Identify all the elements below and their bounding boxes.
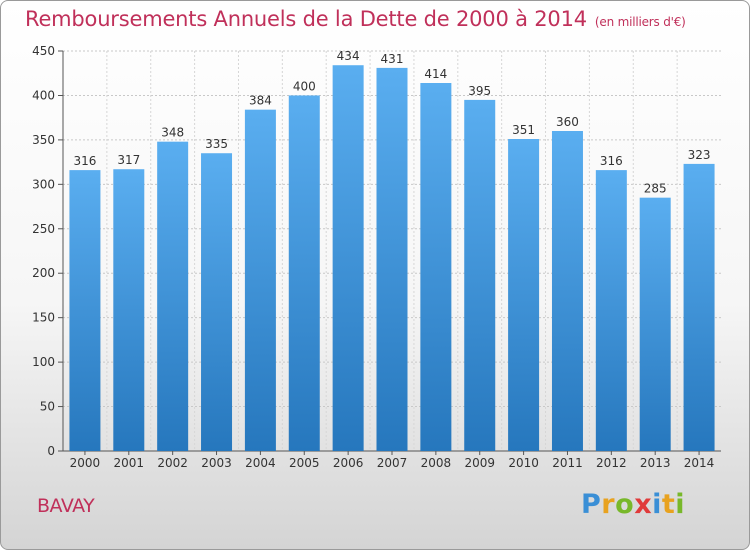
- bar: [157, 141, 189, 451]
- x-tick-label: 2013: [640, 456, 671, 470]
- x-tick-label: 2008: [421, 456, 452, 470]
- x-tick-label: 2002: [157, 456, 188, 470]
- y-tick-label: 450: [32, 44, 55, 58]
- data-label: 384: [249, 94, 272, 108]
- bar: [113, 169, 145, 451]
- x-tick-labels: 2000 2001 2002 2003 2004 2005 2006 2007 2008 2009…: [70, 456, 715, 470]
- x-tick-label: 2004: [245, 456, 276, 470]
- bar: [595, 170, 627, 451]
- y-tick-label: 100: [32, 355, 55, 369]
- y-tick-label: 150: [32, 311, 55, 325]
- data-label: 335: [205, 137, 228, 151]
- x-tick-label: 2011: [552, 456, 583, 470]
- bar: [551, 131, 583, 451]
- data-label: 395: [468, 84, 491, 98]
- data-label: 434: [337, 49, 360, 63]
- y-tick-label: 200: [32, 266, 55, 280]
- data-label: 323: [688, 148, 711, 162]
- x-tick-label: 2012: [596, 456, 627, 470]
- bar: [420, 83, 452, 451]
- data-label: 316: [73, 154, 96, 168]
- x-tick-label: 2014: [684, 456, 715, 470]
- chart-title-text: Remboursements Annuels de la Dette de 20…: [25, 7, 587, 31]
- x-tick-label: 2006: [333, 456, 364, 470]
- bar: [244, 109, 276, 452]
- data-labels: 316 317 348 335 384 400 434 431 414 395 351 360 316 2…: [73, 49, 710, 195]
- data-label: 285: [644, 182, 667, 196]
- bar: [201, 153, 233, 451]
- x-tick-label: 2003: [201, 456, 232, 470]
- data-label: 316: [600, 154, 623, 168]
- bar: [683, 163, 715, 451]
- proxiti-logo: Proxiti: [581, 489, 686, 520]
- commune-name: BAVAY: [37, 495, 95, 517]
- data-label: 431: [381, 52, 404, 66]
- x-tick-label: 2000: [70, 456, 101, 470]
- data-label: 400: [293, 79, 316, 93]
- bar: [288, 95, 320, 451]
- x-tick-label: 2005: [289, 456, 320, 470]
- data-label: 317: [117, 153, 140, 167]
- bar: [464, 99, 496, 451]
- bars: [69, 65, 715, 452]
- y-tick-label: 50: [40, 400, 55, 414]
- y-tick-label: 0: [47, 444, 55, 458]
- y-tick-label: 250: [32, 222, 55, 236]
- x-tick-label: 2007: [377, 456, 408, 470]
- x-tick-label: 2010: [508, 456, 539, 470]
- bar: [332, 65, 364, 451]
- bar: [69, 170, 101, 451]
- data-label: 348: [161, 126, 184, 140]
- data-label: 351: [512, 123, 535, 137]
- y-tick-label: 400: [32, 88, 55, 102]
- x-tick-label: 2009: [464, 456, 495, 470]
- x-tick-label: 2001: [114, 456, 145, 470]
- chart-title: Remboursements Annuels de la Dette de 20…: [25, 7, 686, 31]
- y-tick-label: 350: [32, 133, 55, 147]
- bar: [508, 139, 540, 451]
- data-label: 414: [424, 67, 447, 81]
- data-label: 360: [556, 115, 579, 129]
- y-tick-label: 300: [32, 177, 55, 191]
- bar: [376, 67, 408, 451]
- y-tick-labels: 0 50 100 150 200 250 300 350 400 450: [32, 44, 55, 458]
- chart-unit: (en milliers d'€): [594, 15, 686, 29]
- bar: [639, 197, 671, 451]
